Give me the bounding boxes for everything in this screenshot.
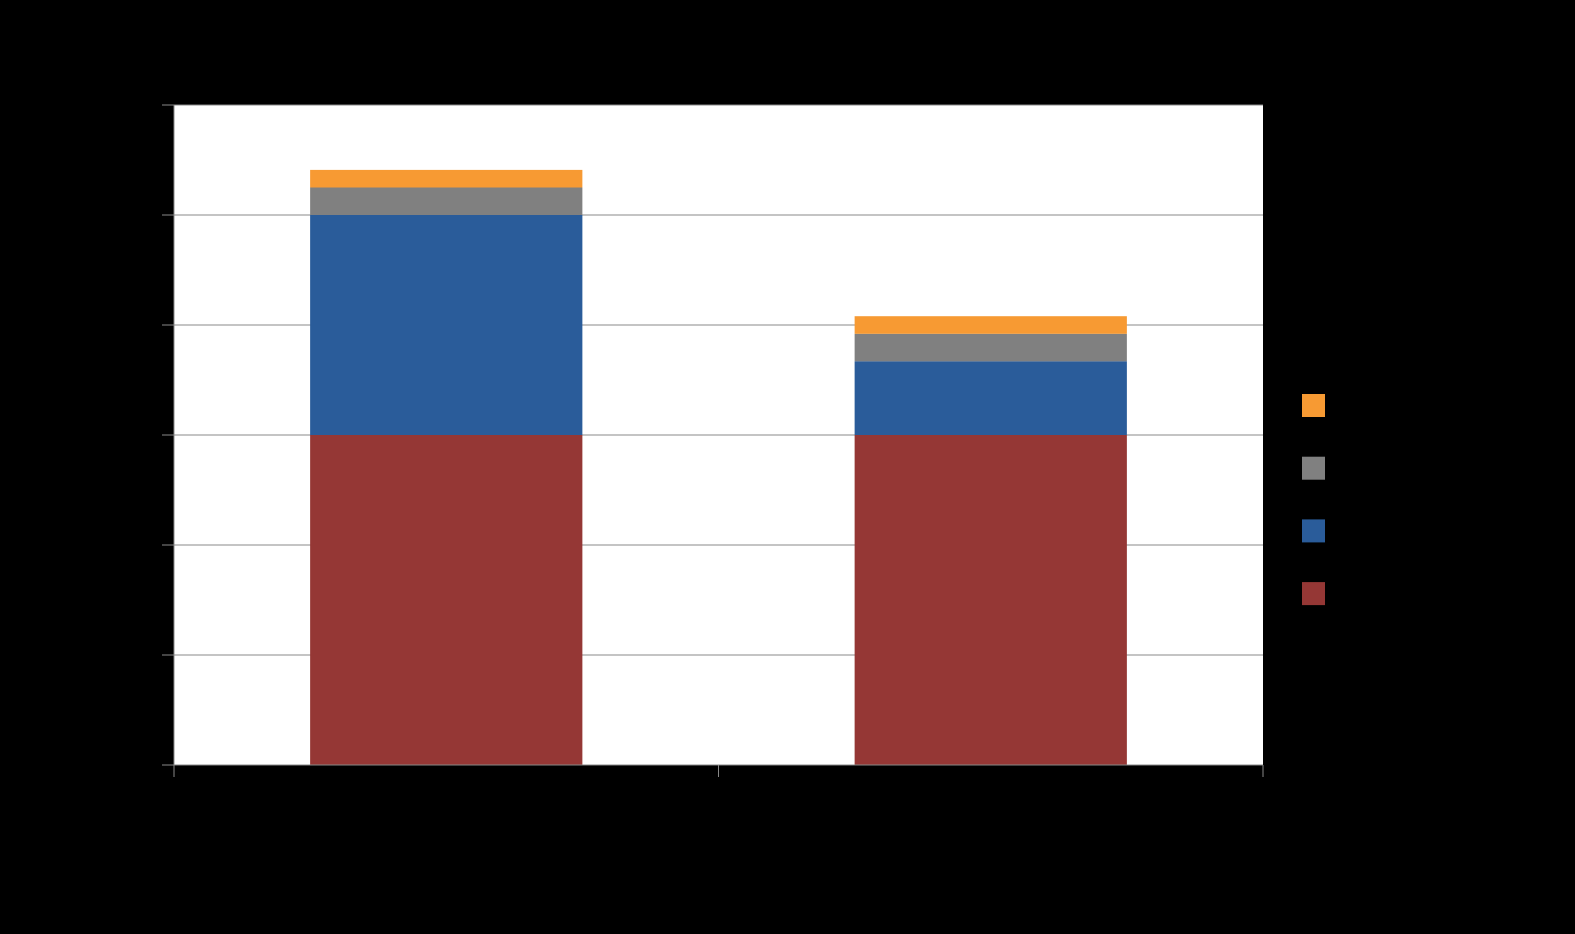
bar-segment xyxy=(854,361,1127,435)
legend-swatch xyxy=(1302,394,1325,417)
bar-segment xyxy=(310,187,583,215)
legend-swatch xyxy=(1302,519,1325,543)
bar-segment xyxy=(854,316,1127,334)
bar-segment xyxy=(854,333,1127,362)
bar-segment xyxy=(310,169,583,188)
bar-segment xyxy=(854,435,1127,765)
legend-swatch xyxy=(1302,582,1325,606)
bar-segment xyxy=(310,215,583,435)
legend-swatch xyxy=(1302,456,1325,480)
bar-segment xyxy=(310,435,583,765)
